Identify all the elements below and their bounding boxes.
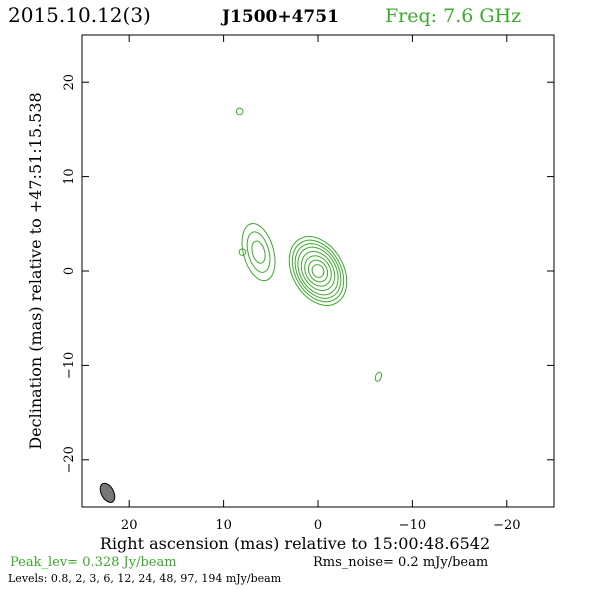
contour-ring-2-0 [235, 107, 244, 116]
contour-group [235, 107, 383, 382]
axis-tick-labels: 20 10 0 −10 −20 20 10 0 −10 −20 [62, 74, 521, 533]
x-tick-label: −10 [399, 518, 426, 533]
contour-ring-0-4 [300, 250, 336, 292]
contour-ring-1-0 [241, 223, 276, 282]
y-tick-label: 0 [62, 267, 77, 275]
contour-ring-0-2 [294, 243, 342, 299]
header-frequency: Freq: 7.6 GHz [385, 5, 521, 27]
y-tick-label: −10 [62, 352, 77, 379]
peak-level: Peak_lev= 0.328 Jy/beam [10, 555, 177, 570]
contour-ring-0-7 [311, 264, 325, 278]
contour-ring-0-5 [304, 255, 332, 287]
y-axis-label: Declination (mas) relative to +47:51:15.… [26, 92, 45, 449]
contour-ring-3-0 [238, 248, 247, 256]
x-tick-label: 20 [121, 518, 138, 533]
y-tick-label: 20 [62, 74, 77, 91]
contour-ring-1-2 [251, 240, 266, 264]
x-tick-label: 10 [215, 518, 232, 533]
x-axis-label: Right ascension (mas) relative to 15:00:… [100, 534, 490, 553]
contour-ring-4-0 [374, 371, 383, 382]
contour-ring-0-1 [291, 239, 345, 303]
header-source: J1500+4751 [220, 7, 339, 27]
y-tick-label: −20 [62, 446, 77, 473]
x-tick-label: −20 [493, 518, 520, 533]
rms-noise: Rms_noise= 0.2 mJy/beam [313, 555, 488, 570]
x-tick-label: 0 [314, 518, 322, 533]
header-date: 2015.10.12(3) [8, 3, 151, 27]
contour-ring-1-1 [246, 231, 271, 273]
contour-ring-0-0 [288, 236, 348, 306]
y-tick-label: 10 [62, 168, 77, 185]
plot-frame [81, 34, 555, 508]
beam-group [99, 482, 116, 503]
contour-ring-0-6 [307, 259, 329, 283]
axis-ticks [82, 35, 554, 507]
contour-levels: Levels: 0.8, 2, 3, 6, 12, 24, 48, 97, 19… [8, 572, 282, 585]
beam-ellipse [99, 482, 116, 503]
contour-ring-0-3 [297, 246, 339, 296]
